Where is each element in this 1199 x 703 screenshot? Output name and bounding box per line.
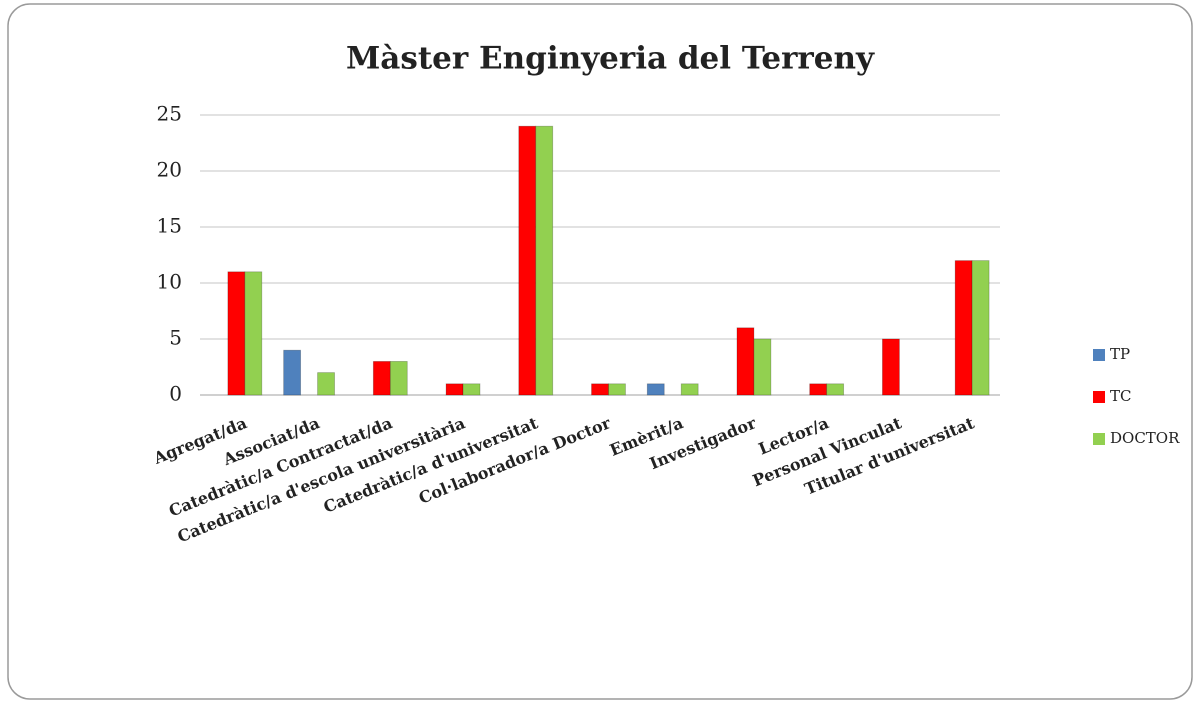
legend-label: TC xyxy=(1110,387,1131,405)
bar xyxy=(809,383,828,396)
y-tick-label: 15 xyxy=(157,214,182,238)
legend-swatch xyxy=(1093,349,1105,361)
bar xyxy=(445,383,464,396)
chart-frame xyxy=(7,3,1193,700)
bar xyxy=(244,271,263,396)
y-tick-label: 20 xyxy=(157,158,182,182)
bar xyxy=(736,327,755,396)
bar xyxy=(753,338,772,396)
bar xyxy=(317,372,335,396)
legend-swatch xyxy=(1093,391,1105,403)
bar xyxy=(462,383,481,396)
bar xyxy=(591,383,609,396)
bar xyxy=(680,383,699,396)
bar xyxy=(389,360,408,396)
bar xyxy=(826,383,845,396)
chart-title: Màster Enginyeria del Terreny xyxy=(346,41,875,77)
bar xyxy=(227,271,246,396)
y-tick-label: 10 xyxy=(157,270,182,294)
bar xyxy=(608,383,626,396)
bar xyxy=(283,349,302,396)
legend-label: TP xyxy=(1110,345,1130,363)
bar xyxy=(954,260,973,396)
bar xyxy=(971,260,990,396)
y-tick-label: 25 xyxy=(157,102,182,126)
bar xyxy=(882,338,900,396)
legend-label: DOCTOR xyxy=(1110,429,1180,447)
legend-swatch xyxy=(1093,433,1105,445)
bar xyxy=(372,360,391,396)
bar xyxy=(646,383,665,396)
y-tick-label: 0 xyxy=(169,382,182,406)
y-tick-label: 5 xyxy=(169,326,182,350)
bar xyxy=(518,125,537,396)
bar xyxy=(535,125,554,396)
